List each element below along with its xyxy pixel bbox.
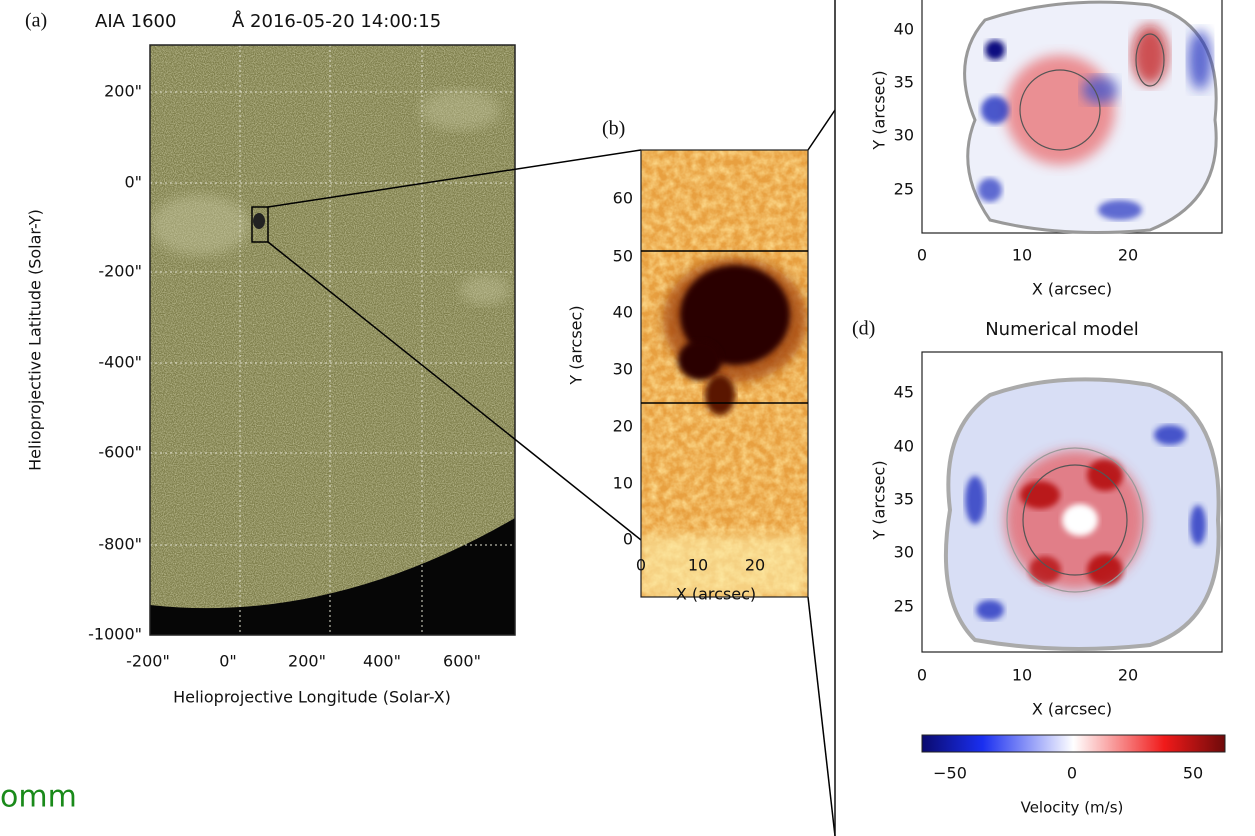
y-tick-label: 45 bbox=[894, 383, 914, 402]
x-tick-label: -200" bbox=[126, 652, 170, 671]
x-tick-label: 10 bbox=[1012, 666, 1032, 685]
y-axis-label: Y (arcsec) bbox=[870, 460, 889, 540]
x-tick-label: 20 bbox=[1118, 246, 1138, 265]
y-axis-label: Helioprojective Latitude (Solar-Y) bbox=[26, 209, 45, 471]
x-tick-label: 400" bbox=[363, 652, 401, 671]
x-axis-label: X (arcsec) bbox=[1032, 700, 1112, 719]
y-tick-label: 50 bbox=[613, 247, 633, 266]
x-axis-label: X (arcsec) bbox=[1032, 280, 1112, 299]
y-axis-label: Y (arcsec) bbox=[567, 305, 586, 385]
x-tick-label: 0 bbox=[636, 556, 646, 575]
sunspot-image bbox=[641, 150, 808, 597]
y-tick-label: 30 bbox=[894, 126, 914, 145]
panel-title: Å 2016-05-20 14:00:15 bbox=[232, 10, 441, 32]
colorbar-label: Velocity (m/s) bbox=[1021, 799, 1124, 817]
y-tick-label: 200" bbox=[104, 82, 142, 101]
y-tick-label: -400" bbox=[98, 353, 142, 372]
y-tick-label: 40 bbox=[613, 303, 633, 322]
panel-title: Numerical model bbox=[985, 319, 1139, 340]
x-tick-label: 0" bbox=[219, 652, 237, 671]
y-tick-label: 25 bbox=[894, 597, 914, 616]
panel-label: (d) bbox=[852, 318, 875, 340]
x-axis-label: X (arcsec) bbox=[676, 585, 756, 604]
x-tick-label: 200" bbox=[288, 652, 326, 671]
velocity-map bbox=[963, 0, 1218, 234]
y-tick-label: -1000" bbox=[88, 625, 142, 644]
y-tick-label: -200" bbox=[98, 262, 142, 281]
x-tick-label: 600" bbox=[443, 652, 481, 671]
y-tick-label: 20 bbox=[613, 417, 633, 436]
x-tick-label: 0 bbox=[917, 246, 927, 265]
colorbar-tick-label: 50 bbox=[1183, 764, 1203, 783]
panel-title: AIA 1600 bbox=[95, 11, 176, 32]
panel-label: (a) bbox=[25, 10, 47, 32]
x-tick-label: 20 bbox=[1118, 666, 1138, 685]
x-tick-label: 0 bbox=[917, 666, 927, 685]
y-tick-label: 35 bbox=[894, 73, 914, 92]
colorbar-tick-label: 0 bbox=[1067, 764, 1077, 783]
y-tick-label: 0 bbox=[623, 530, 633, 549]
y-axis-label: Y (arcsec) bbox=[870, 70, 889, 150]
y-tick-label: 0" bbox=[124, 173, 142, 192]
x-tick-label: 10 bbox=[1012, 246, 1032, 265]
y-tick-label: 30 bbox=[613, 360, 633, 379]
x-tick-label: 20 bbox=[745, 556, 765, 575]
aia-image bbox=[150, 45, 515, 635]
panel-a: (a) AIA 1600 Å 2016-05-20 14:00:15 200" … bbox=[25, 10, 516, 707]
panel-label: (b) bbox=[602, 118, 625, 140]
y-tick-label: 25 bbox=[894, 180, 914, 199]
panel-b: (b) 60 50 40 30 20 10 0 0 10 20 X (arcse… bbox=[567, 118, 809, 604]
panel-c: 40 35 30 25 0 10 20 X (arcsec) Y (arcsec… bbox=[870, 0, 1223, 299]
y-tick-label: -800" bbox=[98, 535, 142, 554]
colorbar-tick-label: −50 bbox=[933, 764, 967, 783]
x-axis-label: Helioprojective Longitude (Solar-X) bbox=[173, 688, 451, 707]
y-tick-label: 40 bbox=[894, 20, 914, 39]
y-tick-label: 40 bbox=[894, 437, 914, 456]
panel-d: (d) Numerical model 45 40 35 30 25 0 bbox=[852, 318, 1223, 719]
y-tick-label: 35 bbox=[894, 490, 914, 509]
colorbar: −50 0 50 Velocity (m/s) bbox=[921, 734, 1226, 817]
x-tick-label: 10 bbox=[688, 556, 708, 575]
y-tick-label: 60 bbox=[613, 189, 633, 208]
y-tick-label: 30 bbox=[894, 543, 914, 562]
connector bbox=[267, 109, 836, 836]
footer-text: omm bbox=[0, 780, 77, 815]
y-tick-label: -600" bbox=[98, 443, 142, 462]
y-tick-label: 10 bbox=[613, 474, 633, 493]
velocity-map bbox=[943, 377, 1221, 651]
